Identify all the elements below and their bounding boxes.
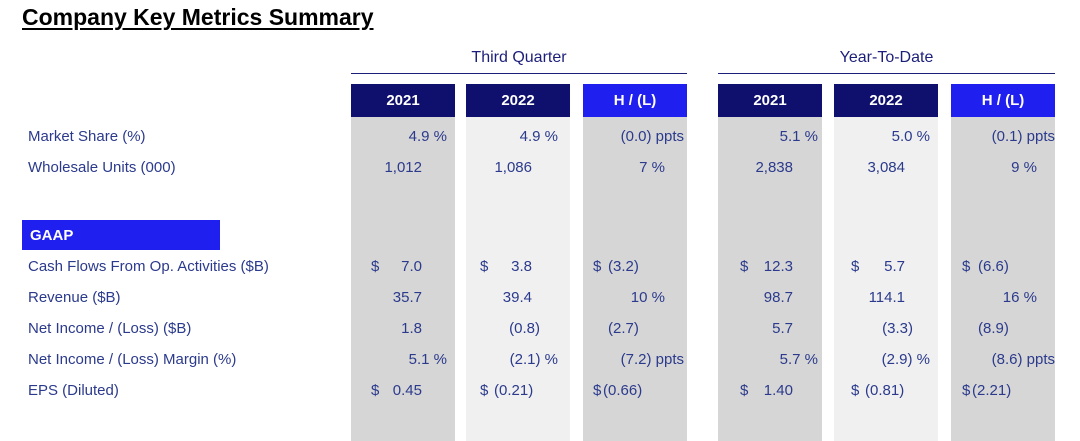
currency-symbol: $ [962,382,971,399]
column-background [583,117,687,441]
table-cell: (0.0) ppts [620,128,684,145]
column-background [951,117,1055,441]
table-cell: 10 % [630,289,665,306]
table-cell: (2.9) % [881,351,930,368]
table-cell: (0.66) [603,382,643,399]
row-label-eps: EPS (Diluted) [28,382,119,399]
table-cell: 1,086 [494,159,532,176]
column-header-ytd-2021: 2021 [718,84,822,117]
table-cell: (0.21) [494,382,534,399]
table-cell: 5.1 % [408,351,447,368]
row-label-market-share: Market Share (%) [28,128,146,145]
row-label-revenue: Revenue ($B) [28,289,121,306]
table-cell: 2,838 [755,159,793,176]
currency-symbol: $ [593,258,602,275]
currency-symbol: $ [480,382,489,399]
table-cell: (2.21) [972,382,1012,399]
table-cell: 5.1 % [779,128,818,145]
table-cell: 39.4 [502,289,532,306]
table-cell: (2.7) [608,320,639,337]
currency-symbol: $ [851,382,860,399]
table-cell: 1.8 [401,320,422,337]
table-cell: (6.6) [978,258,1009,275]
currency-symbol: $ [851,258,860,275]
table-cell: 98.7 [763,289,793,306]
table-cell: 5.7 [772,320,793,337]
table-cell: (2.1) % [509,351,558,368]
currency-symbol: $ [371,258,380,275]
currency-symbol: $ [371,382,380,399]
table-cell: 5.7 % [779,351,818,368]
currency-symbol: $ [593,382,602,399]
row-label-net-income-margin: Net Income / (Loss) Margin (%) [28,351,237,368]
page-title: Company Key Metrics Summary [22,4,374,30]
table-cell: 4.9 % [519,128,558,145]
column-background [718,117,822,441]
column-background [351,117,455,441]
table-cell: 1,012 [384,159,422,176]
table-cell: 4.9 % [408,128,447,145]
column-header-q3-change: H / (L) [583,84,687,117]
table-cell: 5.7 [884,258,905,275]
table-cell: 7.0 [401,258,422,275]
column-header-ytd-2022: 2022 [834,84,938,117]
row-label-net-income: Net Income / (Loss) ($B) [28,320,192,337]
group-header-year-to-date: Year-To-Date [718,49,1055,74]
table-cell: 9 % [1011,159,1037,176]
column-header-ytd-change: H / (L) [951,84,1055,117]
table-cell: 3.8 [511,258,532,275]
table-cell: (3.2) [608,258,639,275]
group-header-third-quarter: Third Quarter [351,49,687,74]
column-header-q3-2022: 2022 [466,84,570,117]
table-cell: (8.9) [978,320,1009,337]
row-label-wholesale-units: Wholesale Units (000) [28,159,176,176]
section-label-gaap: GAAP [22,220,220,250]
table-cell: (7.2) ppts [620,351,684,368]
currency-symbol: $ [740,258,749,275]
row-label-cash-flows: Cash Flows From Op. Activities ($B) [28,258,269,275]
table-cell: 3,084 [867,159,905,176]
table-cell: 7 % [639,159,665,176]
currency-symbol: $ [480,258,489,275]
currency-symbol: $ [740,382,749,399]
table-cell: 12.3 [763,258,793,275]
table-cell: (0.8) [509,320,540,337]
table-cell: 0.45 [392,382,422,399]
table-cell: 5.0 % [891,128,930,145]
table-cell: 35.7 [392,289,422,306]
table-cell: (3.3) [882,320,913,337]
table-cell: (0.81) [865,382,905,399]
column-background [466,117,570,441]
table-cell: 16 % [1002,289,1037,306]
table-cell: (8.6) ppts [991,351,1055,368]
table-cell: 114.1 [868,289,905,306]
table-cell: (0.1) ppts [991,128,1055,145]
column-background [834,117,938,441]
table-cell: 1.40 [763,382,793,399]
currency-symbol: $ [962,258,971,275]
column-header-q3-2021: 2021 [351,84,455,117]
